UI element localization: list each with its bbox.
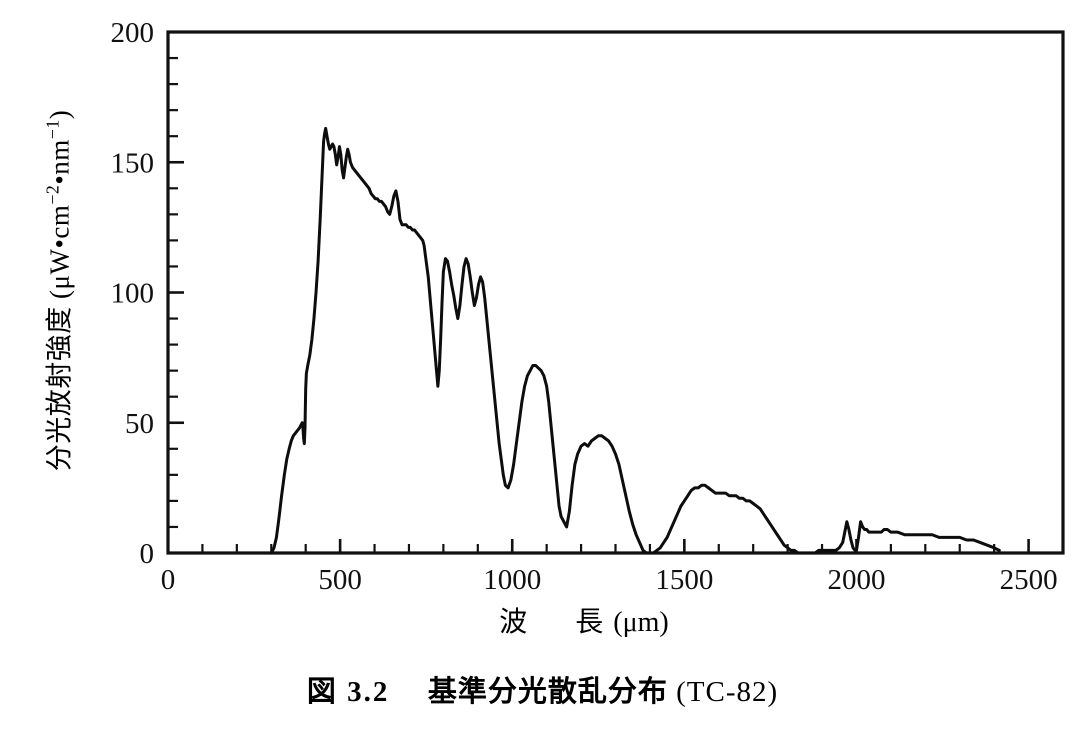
x-tick-label: 1000	[483, 564, 541, 596]
x-tick-label: 0	[161, 564, 176, 596]
chart-tick-labels: 0 500 1000 1500 2000 2500 0 50 100 150 200	[111, 17, 1058, 596]
spectral-curve	[269, 126, 1001, 555]
y-tick-label: 50	[125, 408, 154, 440]
caption-number: 図 3.2	[306, 676, 390, 708]
x-axis-label-unit: (μm)	[613, 607, 669, 638]
x-tick-label: 500	[318, 564, 362, 596]
figure-caption: 図 3.2 基準分光散乱分布 (TC-82)	[0, 668, 1085, 710]
caption-title: 基準分光散乱分布	[427, 676, 668, 708]
chart-series-group	[269, 126, 1001, 555]
x-tick-label: 2500	[1000, 564, 1058, 596]
y-axis-label-unit: (μW•cm−2•nm−1)	[42, 109, 75, 306]
y-tick-label: 200	[111, 17, 155, 49]
axis-frame	[166, 30, 1065, 555]
chart-axes	[166, 30, 1065, 555]
y-tick-label: 100	[111, 278, 155, 310]
x-tick-label: 1500	[655, 564, 713, 596]
x-axis-label-jp: 波 長	[499, 607, 614, 638]
y-tick-label: 150	[111, 147, 155, 179]
caption-code: (TC-82)	[676, 676, 779, 708]
y-axis-label: 分光放射強度 (μW•cm−2•nm−1)	[34, 40, 80, 540]
chart-ticks	[166, 30, 1065, 555]
x-tick-label: 2000	[827, 564, 885, 596]
x-axis-label: 波 長(μm)	[168, 600, 1000, 640]
y-axis-label-jp: 分光放射強度	[44, 305, 75, 471]
y-tick-label: 0	[140, 538, 155, 570]
